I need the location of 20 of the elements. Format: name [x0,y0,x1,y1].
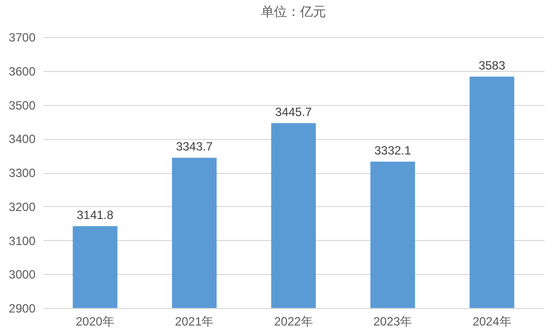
chart-title: 单位：亿元 [261,4,326,19]
data-label: 3332.1 [374,144,412,158]
y-tick-label: 2900 [8,302,36,316]
y-tick-label: 3300 [8,166,36,180]
x-tick-label: 2023年 [373,314,412,328]
data-label: 3583 [478,58,506,73]
y-tick-label: 3200 [8,200,36,214]
y-tick-label: 3400 [8,132,36,146]
x-tick-label: 2021年 [174,314,214,328]
data-label: 3343.7 [176,140,213,154]
y-tick-label: 3000 [8,268,36,282]
x-tick-label: 2024年 [472,314,512,328]
y-tick-label: 3700 [8,30,36,44]
y-tick-label: 3500 [8,98,36,112]
x-tick-label: 2022年 [274,314,313,328]
data-label: 3141.8 [76,208,114,222]
x-tick-label: 2020年 [76,314,114,328]
y-tick-label: 3100 [8,234,36,248]
data-label: 3445.7 [275,105,312,120]
y-tick-label: 3600 [8,64,36,78]
